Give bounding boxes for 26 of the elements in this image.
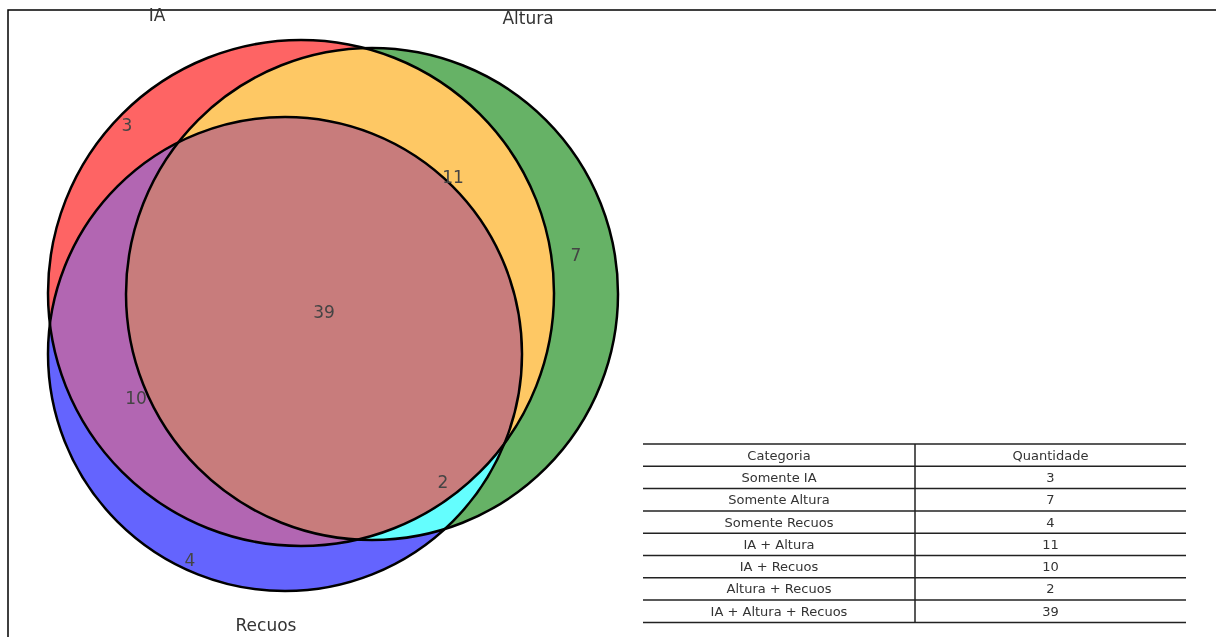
text: 4 (184, 550, 196, 570)
data-label: 4 (1046, 514, 1055, 530)
data-label: 3 (1046, 469, 1055, 485)
text: IA (148, 5, 166, 25)
category-label: IA + Recuos (739, 559, 819, 575)
category-label: Somente Recuos (724, 514, 834, 530)
category-label: Somente IA (741, 469, 817, 485)
data-label: 10 (1042, 559, 1059, 575)
category-label: Somente Altura (728, 492, 830, 508)
category-label: Altura + Recuos (726, 581, 832, 597)
data-label: 11 (1042, 536, 1059, 552)
text: 10 (125, 388, 147, 408)
text: Recuos (235, 615, 297, 635)
data-label: 2 (1046, 581, 1055, 597)
category-label: IA + Altura (743, 536, 815, 552)
data-label: 39 (1042, 603, 1059, 619)
text: 2 (437, 472, 449, 492)
category-label: IA + Altura + Recuos (710, 603, 848, 619)
text: 39 (313, 302, 335, 322)
text: Altura (502, 8, 554, 28)
text: Quantidade (1012, 447, 1089, 463)
text: 11 (442, 167, 464, 187)
text: Categoria (747, 447, 811, 463)
text: 3 (121, 115, 133, 135)
data-label: 7 (1046, 492, 1055, 508)
text: 7 (570, 245, 582, 265)
